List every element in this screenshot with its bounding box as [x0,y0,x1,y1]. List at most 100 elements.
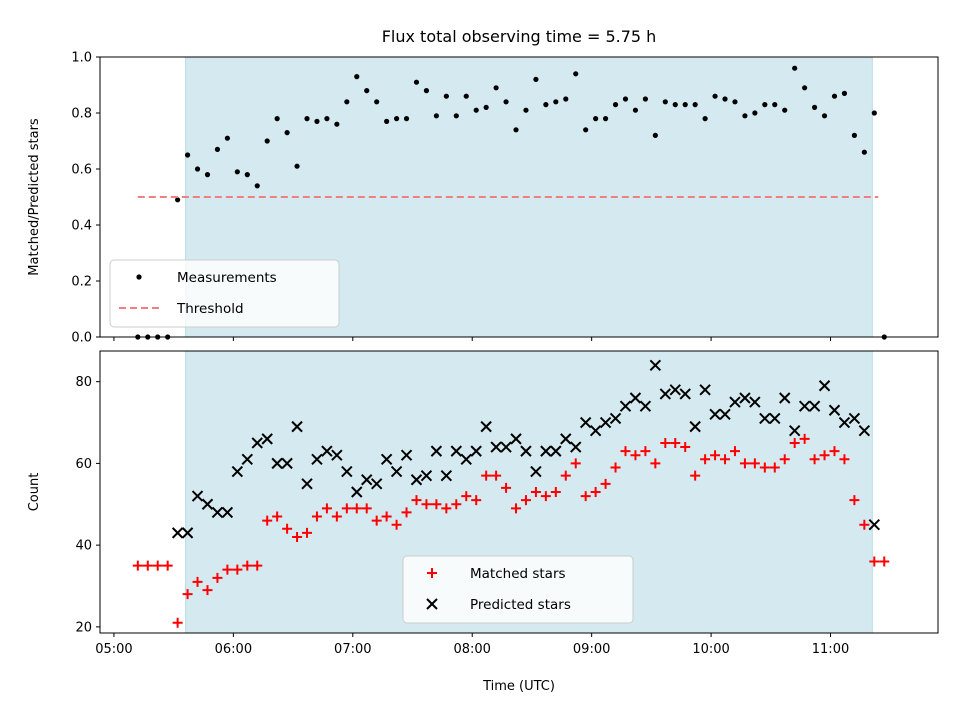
data-point [629,392,642,404]
data-point [192,576,203,587]
data-point [411,495,422,506]
data-point [401,507,412,518]
data-point [749,458,760,469]
data-point [204,172,211,178]
data-point [364,88,370,94]
data-point [563,96,569,102]
y-tick-label: 80 [75,375,92,390]
data-point [302,527,313,538]
data-point [729,396,741,408]
data-point [241,453,254,466]
data-point [500,441,512,453]
data-point [361,503,372,514]
data-point [400,449,413,461]
data-point [331,511,342,522]
data-point [739,458,750,469]
y-tick-label: 40 [75,539,92,554]
data-point [261,433,273,445]
data-point [789,437,800,448]
y-tick-label: 1.0 [71,51,92,66]
data-point [483,104,489,110]
data-point [799,433,810,444]
data-point [642,96,648,102]
data-point [752,110,758,116]
data-point [570,458,581,469]
data-point [413,79,420,85]
legend-entry: Measurements [136,270,277,286]
data-point [430,445,443,457]
data-point [809,454,820,465]
data-point [779,454,790,465]
data-point [421,499,432,510]
data-point [620,446,631,457]
data-point [503,99,509,105]
legend: Measurements Threshold [109,259,340,328]
data-point [274,116,280,122]
data-point [808,400,821,412]
data-point [234,169,240,175]
top-axes-flux-ratio: 0.0 0.2 0.4 0.6 0.8 1.0 Matched/Predicted star… [27,51,939,346]
data-point [729,446,740,457]
data-point [533,76,539,82]
data-point [632,107,639,113]
data-point [879,556,890,567]
data-point [530,487,541,497]
data-point [520,495,531,506]
data-point [818,380,831,392]
data-point [630,450,641,461]
data-point [311,453,323,466]
data-point [682,102,688,108]
data-point [351,503,362,514]
data-point [431,499,442,510]
data-point [700,454,711,465]
data-point [821,113,828,119]
legend: Matched stars Predicted stars [402,555,634,624]
x-axis-label: Time (UTC) [482,679,555,694]
data-point [712,93,718,99]
data-point [451,499,462,510]
data-point [380,453,393,466]
data-point [390,465,403,478]
data-point [244,172,250,178]
data-point [579,416,592,429]
data-point [593,116,599,122]
data-point [523,107,529,113]
x-tick-label: 07:00 [334,642,371,657]
legend-marker [136,274,142,280]
y-axis-label: Count [27,473,42,512]
data-point [590,487,601,497]
data-point [201,498,214,510]
legend-label: Predicted stars [470,597,571,613]
data-point [530,465,542,478]
y-tick-label: 60 [75,457,92,472]
data-point [433,113,439,119]
data-point [692,102,698,108]
data-point [473,107,479,113]
data-point [652,132,658,138]
data-point [371,515,382,526]
x-tick-label: 10:00 [692,642,729,657]
data-point [460,453,472,466]
legend-entry: Threshold [119,301,244,317]
data-point [470,445,482,457]
data-point [868,518,881,531]
data-point [361,474,373,486]
data-point [619,400,632,412]
data-point [321,503,332,514]
data-point [709,408,721,421]
data-point [550,487,561,497]
y-tick-label: 0.8 [71,107,92,122]
data-point [292,531,303,542]
data-point [831,93,838,99]
data-point [520,445,532,457]
data-point [858,424,871,437]
data-point [344,99,350,105]
data-point [222,564,233,575]
data-point [690,470,701,481]
data-point [759,412,771,425]
data-point [871,110,877,116]
data-point [553,99,559,105]
data-point [762,102,768,108]
data-point [679,388,691,400]
